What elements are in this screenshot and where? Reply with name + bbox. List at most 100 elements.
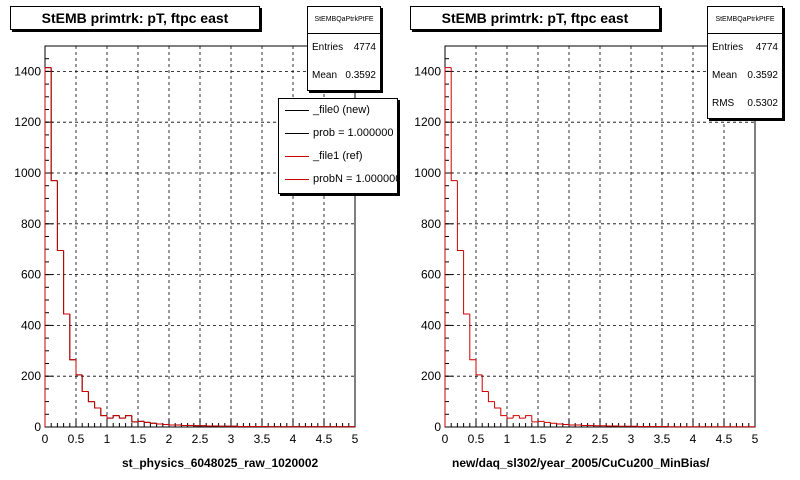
x-tick-label: 0 (442, 432, 449, 446)
y-tick-label: 1000 (414, 166, 441, 180)
stats-value: 0.3592 (345, 70, 376, 81)
stats-label: Entries (312, 42, 344, 53)
histogram-bin (50, 67, 58, 182)
y-tick-label: 1000 (14, 166, 41, 180)
histogram-bin (500, 407, 507, 417)
right-histogram-pane: 0 0.5 1 1.5 2 2.5 3 3.5 4 4.5 5 0 200 400 600 800 1000 12… (400, 0, 800, 480)
histogram-bin (568, 424, 576, 426)
x-tick-label: 5 (752, 432, 759, 446)
histogram-bin (106, 415, 114, 419)
histogram-bin (549, 422, 557, 424)
x-tick-label: 1 (504, 432, 511, 446)
y-tick-label: 200 (21, 369, 41, 383)
x-tick-label: 4 (290, 432, 297, 446)
histogram-bin (87, 391, 95, 403)
stats-value: 4774 (755, 42, 778, 53)
legend-item: _file1 (ref) (279, 145, 397, 168)
x-tick-label: 2.5 (192, 432, 209, 446)
legend-item: prob = 1.000000 (279, 122, 397, 145)
legend-label: _file0 (new) (313, 104, 370, 116)
histogram-bin (543, 421, 551, 423)
left-stats-box: StEMBQaPtrkPtFE Entries 4774 Mean 0.3592 (307, 6, 381, 91)
legend-line-black (285, 110, 309, 111)
x-tick-label: 3.5 (254, 432, 271, 446)
histogram-bin (531, 415, 538, 423)
x-tick-label: 4.5 (316, 432, 333, 446)
left-stats-name: StEMBQaPtrkPtFE (308, 7, 380, 34)
histogram-bin (518, 415, 526, 419)
histogram-bin (562, 423, 569, 425)
histogram-bin (512, 415, 520, 419)
legend-item: probN = 1.000000 (279, 168, 397, 191)
stats-value: 0.3592 (747, 70, 778, 81)
histogram-bin (75, 359, 83, 376)
histogram-bin (444, 67, 452, 427)
y-tick-label: 400 (421, 318, 441, 332)
histogram-bin (143, 421, 151, 423)
y-tick-label: 600 (21, 268, 41, 282)
right-stats-name: StEMBQaPtrkPtFE (708, 7, 782, 34)
histogram-bin (168, 424, 176, 426)
left-stats-row-entries: Entries 4774 (308, 34, 380, 62)
histogram-bin (81, 374, 89, 392)
x-tick-label: 3 (228, 432, 235, 446)
x-tick-label: 3 (628, 432, 635, 446)
y-tick-label: 1400 (414, 64, 441, 78)
stats-label: Mean (712, 70, 738, 81)
right-x-axis-label: new/daq_sl302/year_2005/CuCu200_MinBias/ (452, 456, 710, 470)
x-tick-label: 4.5 (716, 432, 733, 446)
x-tick-label: 3.5 (654, 432, 671, 446)
y-tick-label: 1400 (14, 64, 41, 78)
x-tick-label: 0 (42, 432, 49, 446)
left-chart-title: StEMB primtrk: pT, ftpc east (10, 6, 260, 30)
y-tick-label: 1200 (414, 115, 441, 129)
right-chart-title: StEMB primtrk: pT, ftpc east (410, 6, 660, 30)
y-tick-label: 400 (21, 318, 41, 332)
histogram-bin (69, 313, 76, 361)
histogram-bin (56, 180, 64, 251)
left-x-axis-label: st_physics_6048025_raw_1020002 (122, 456, 319, 470)
x-tick-label: 0.5 (68, 432, 85, 446)
histogram-bin (537, 420, 545, 422)
histogram-bin (525, 415, 532, 419)
x-tick-label: 2.5 (592, 432, 609, 446)
x-tick-label: 2 (166, 432, 173, 446)
histogram-bin (156, 423, 163, 425)
y-tick-label: 1200 (14, 115, 41, 129)
y-tick-label: 600 (421, 268, 441, 282)
histogram-bin (149, 422, 157, 424)
histogram-bin (475, 359, 483, 376)
right-stats-row-entries: Entries 4774 (708, 34, 782, 62)
histogram-bin (481, 374, 489, 392)
histogram-bin (456, 180, 464, 251)
legend-line-red (285, 179, 309, 180)
x-tick-label: 0.5 (468, 432, 485, 446)
histogram-bin (44, 67, 52, 427)
histogram-bin (556, 423, 563, 425)
left-legend: _file0 (new) prob = 1.000000 _file1 (ref… (278, 98, 398, 194)
histogram-bin (469, 313, 476, 361)
legend-line-black (285, 133, 309, 134)
legend-line-red (285, 156, 309, 157)
histogram-bin (580, 424, 588, 426)
histogram-bin (112, 415, 120, 419)
stats-label: Mean (312, 70, 338, 81)
plot-frame (444, 45, 756, 428)
x-tick-label: 5 (352, 432, 359, 446)
y-tick-label: 0 (434, 420, 441, 434)
stats-label: Entries (712, 42, 744, 53)
left-stats-row-mean: Mean 0.3592 (308, 62, 380, 90)
x-tick-label: 1 (104, 432, 111, 446)
histogram-bin (94, 401, 101, 409)
histogram-bin (494, 401, 501, 409)
histogram-bin (131, 415, 138, 423)
histogram-bin (450, 67, 458, 182)
histogram-bin (125, 415, 132, 419)
histogram-bin (100, 407, 107, 417)
histogram-bin (118, 415, 126, 419)
left-histogram-pane: 0 0.5 1 1.5 2 2.5 3 3.5 4 4.5 5 0 200 400 600 800 1000 12… (10, 6, 398, 470)
histogram-bin (463, 250, 470, 315)
y-tick-label: 800 (421, 217, 441, 231)
stats-value: 0.5302 (747, 98, 778, 109)
stats-label: RMS (712, 98, 735, 109)
